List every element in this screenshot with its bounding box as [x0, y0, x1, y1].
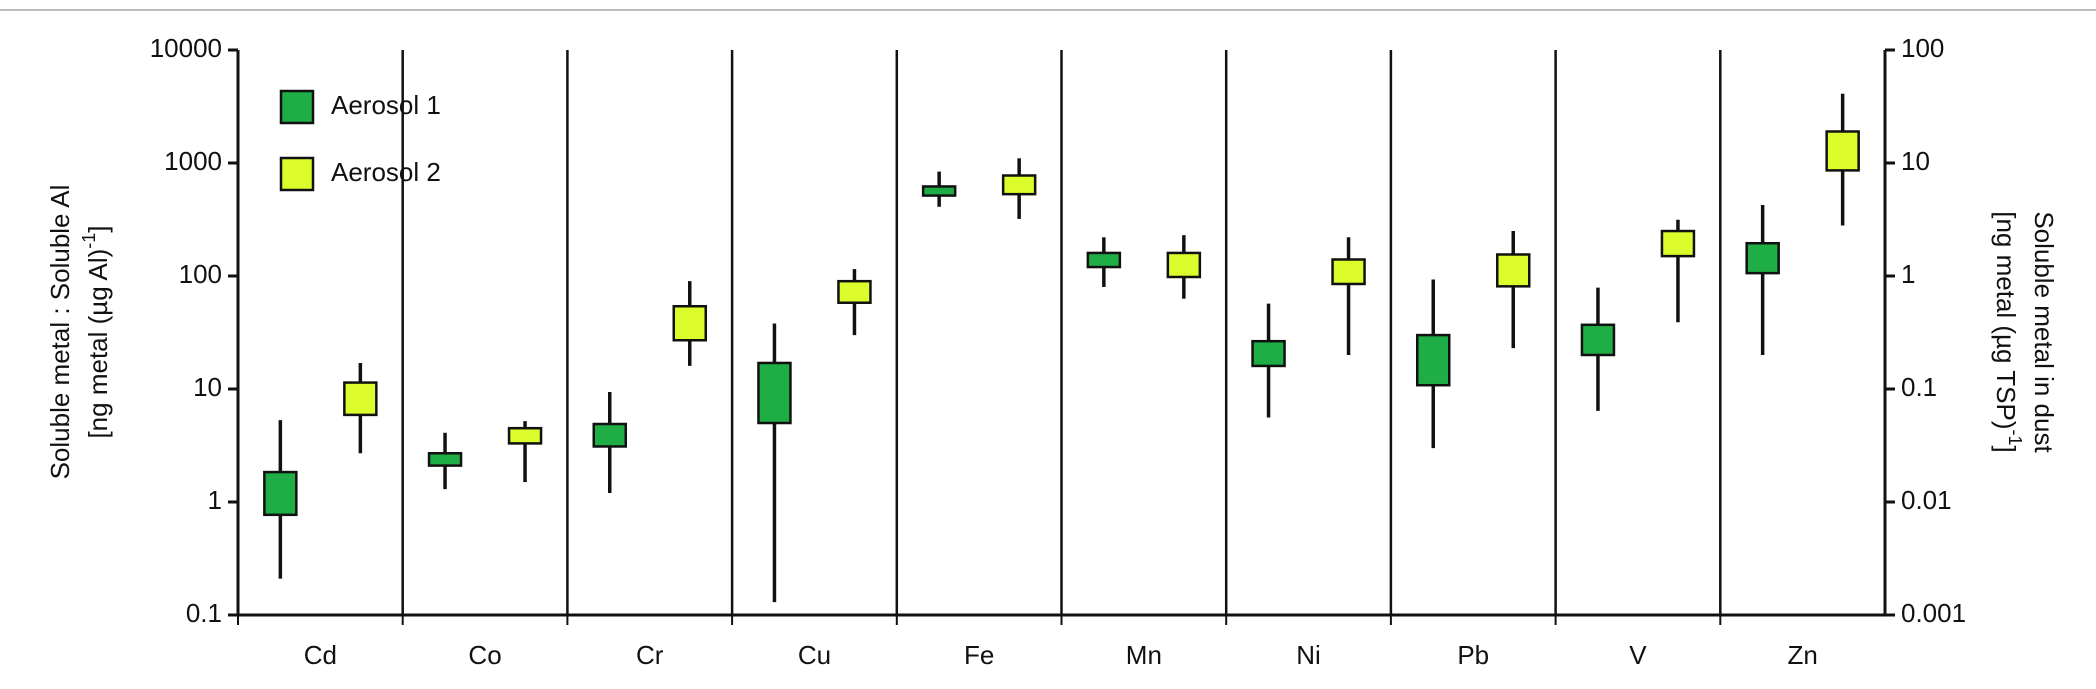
- x-tick-label: Cd: [304, 640, 337, 670]
- y-tick-label: 100: [179, 259, 222, 289]
- box: [1086, 251, 1122, 269]
- y-axis-label-sup: -1: [79, 233, 99, 249]
- box: [507, 426, 543, 445]
- x-tick-label: Zn: [1787, 640, 1817, 670]
- y-tick-label: 10000: [150, 33, 222, 63]
- y2-axis-label-end: ]: [1991, 446, 2021, 453]
- box: [592, 422, 627, 448]
- y-axis-label-line: [ng metal (µg Al): [83, 249, 113, 439]
- box: [427, 452, 463, 467]
- box: [1660, 229, 1696, 258]
- y2-axis-label: Soluble metal in dust: [2029, 211, 2059, 453]
- x-tick-label: Co: [468, 640, 501, 670]
- y2-axis-label-line: Soluble metal in dust: [2029, 211, 2059, 453]
- y2-axis-label: [ng metal (µg TSP)-1]: [1991, 211, 2025, 453]
- y2-axis-label-line: [ng metal (µg TSP): [1991, 211, 2021, 429]
- y-axis-label-line: Soluble metal : Soluble Al: [45, 185, 75, 480]
- box: [921, 185, 957, 197]
- box: [1251, 339, 1286, 368]
- legend-swatch: [279, 156, 315, 192]
- x-tick-label: Cu: [798, 640, 831, 670]
- box: [1745, 241, 1780, 275]
- y-tick-label: 0.1: [186, 598, 222, 628]
- legend-label: Aerosol 1: [331, 90, 441, 120]
- box: [672, 304, 707, 342]
- y-tick-label: 1: [208, 485, 222, 515]
- y-axis-label: Soluble metal : Soluble Al: [45, 185, 75, 480]
- box: [1001, 174, 1037, 196]
- y-axis-label-end: ]: [83, 225, 113, 232]
- x-tick-label: Cr: [636, 640, 664, 670]
- box: [1580, 323, 1616, 357]
- x-tick-label: Ni: [1296, 640, 1321, 670]
- x-tick-label: Mn: [1126, 640, 1162, 670]
- y-axis-label: [ng metal (µg Al)-1]: [79, 225, 113, 438]
- y-tick-label: 1000: [164, 146, 222, 176]
- y-tick-label: 10: [193, 372, 222, 402]
- box: [837, 279, 872, 304]
- box: [1496, 253, 1531, 288]
- y2-tick-label: 0.1: [1901, 372, 1937, 402]
- x-tick-label: Fe: [964, 640, 994, 670]
- y2-axis-label-sup: -1: [2005, 430, 2025, 446]
- x-tick-label: Pb: [1457, 640, 1489, 670]
- box: [1331, 258, 1366, 286]
- y2-tick-label: 0.01: [1901, 485, 1952, 515]
- legend-label: Aerosol 2: [331, 157, 441, 187]
- y2-tick-label: 0.001: [1901, 598, 1966, 628]
- box: [263, 470, 298, 517]
- box: [1416, 333, 1451, 387]
- box: [757, 361, 792, 425]
- box: [1825, 130, 1860, 172]
- box: [343, 381, 378, 417]
- box: [1166, 251, 1202, 279]
- y2-tick-label: 10: [1901, 146, 1930, 176]
- y2-tick-label: 100: [1901, 33, 1944, 63]
- y2-tick-label: 1: [1901, 259, 1915, 289]
- x-tick-label: V: [1629, 640, 1647, 670]
- legend-swatch: [279, 89, 315, 125]
